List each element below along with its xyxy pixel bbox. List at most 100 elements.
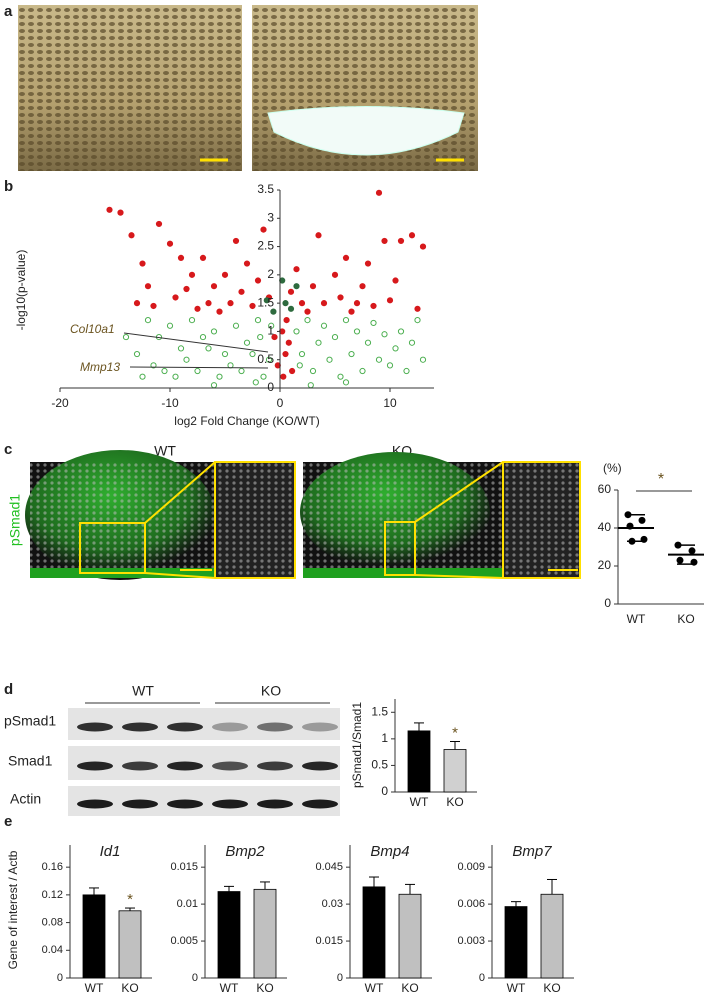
- y-tick-label: 2: [267, 267, 274, 281]
- point: [252, 379, 259, 386]
- bar: [362, 886, 386, 979]
- point: [370, 302, 377, 310]
- point: [304, 317, 311, 324]
- point: [172, 373, 179, 380]
- bar: [398, 893, 422, 979]
- bar: [504, 906, 528, 979]
- point: [194, 367, 201, 375]
- point: [199, 333, 207, 341]
- blot-band: [167, 761, 203, 771]
- point: [150, 362, 157, 369]
- point: [638, 516, 646, 524]
- point: [282, 350, 289, 358]
- point: [166, 240, 174, 247]
- x-tick-label: KO: [121, 981, 138, 995]
- point: [183, 285, 190, 293]
- bar-charts: 0 0.04 0.08 0.12 0.16 Id1 WT KO * 0 0.005 0.01 0.015…: [42, 843, 574, 995]
- point: [188, 317, 196, 324]
- y-tick-label: 0.03: [322, 898, 343, 910]
- point: [117, 209, 124, 216]
- y-tick-label: 0.003: [457, 935, 485, 947]
- point: [419, 356, 427, 363]
- point: [254, 277, 262, 284]
- micrograph: [252, 5, 478, 171]
- y-tick-label: 0: [381, 784, 388, 798]
- blot-band: [212, 722, 248, 732]
- point: [414, 317, 421, 324]
- x-tick-label: 10: [383, 396, 397, 410]
- x-axis-label: log2 Fold Change (KO/WT): [174, 414, 319, 428]
- point: [243, 260, 251, 267]
- bar: [443, 749, 467, 793]
- stain-label: pSmad1: [7, 494, 23, 546]
- point: [216, 373, 223, 380]
- point: [353, 300, 361, 307]
- blot-band: [257, 799, 293, 809]
- blot-band: [77, 761, 113, 771]
- point: [139, 260, 146, 267]
- y-tick-label: 0.045: [315, 861, 343, 873]
- point: [205, 345, 212, 352]
- blot-strip: [68, 708, 340, 740]
- micrograph: [18, 5, 242, 171]
- panel-label: c: [4, 441, 12, 458]
- point: [293, 328, 300, 335]
- point: [268, 322, 275, 329]
- point: [172, 294, 179, 301]
- y-tick-label: 1: [381, 731, 388, 745]
- point: [331, 271, 339, 278]
- point: [265, 356, 273, 363]
- point: [144, 317, 152, 324]
- point: [210, 328, 218, 335]
- point: [370, 319, 377, 327]
- x-tick-label: 0: [277, 396, 284, 410]
- point: [287, 305, 295, 312]
- y-tick-label: 0.08: [42, 916, 63, 928]
- blot-band: [257, 722, 293, 732]
- y-tick-label: 1.5: [371, 704, 388, 718]
- y-tick-label: 0.04: [42, 944, 63, 956]
- point: [397, 237, 405, 245]
- x-tick-label: WT: [85, 981, 104, 995]
- significance: *: [452, 724, 458, 741]
- point: [293, 266, 300, 273]
- x-tick-label: WT: [627, 612, 646, 626]
- bar: [540, 893, 564, 979]
- blot-band: [77, 799, 113, 809]
- point: [364, 339, 372, 346]
- point: [257, 333, 264, 341]
- y-tick-label: 0: [337, 972, 343, 984]
- y-tick-label: 0.009: [457, 861, 485, 873]
- annotation-line: [123, 332, 269, 353]
- point: [688, 547, 696, 555]
- x-tick-label: KO: [446, 795, 463, 809]
- point: [364, 260, 372, 267]
- chart-title: Id1: [100, 843, 121, 860]
- y-tick-label: 0: [267, 380, 274, 394]
- panel-label: b: [4, 178, 13, 195]
- dot-plot: 0 20 40 60 (%) WT KO *: [598, 461, 704, 626]
- point: [408, 339, 416, 346]
- point: [397, 328, 405, 335]
- y-axis-label: Gene of interest / Actb: [6, 850, 20, 969]
- significance: *: [658, 471, 664, 488]
- point: [194, 305, 201, 312]
- chart-title: Bmp4: [370, 843, 409, 860]
- point: [331, 333, 339, 341]
- point: [166, 322, 174, 329]
- point: [133, 350, 141, 358]
- blot-band: [167, 799, 203, 809]
- blot-band: [122, 799, 158, 809]
- point: [342, 254, 350, 261]
- point: [263, 297, 270, 304]
- y-tick-label: 0.015: [170, 861, 198, 873]
- point: [285, 339, 292, 346]
- point: [183, 356, 190, 363]
- significance: *: [127, 891, 133, 908]
- bar: [217, 891, 241, 979]
- blot-label: Actin: [10, 791, 41, 807]
- micrograph: [25, 450, 296, 580]
- y-tick-label: 0: [479, 972, 485, 984]
